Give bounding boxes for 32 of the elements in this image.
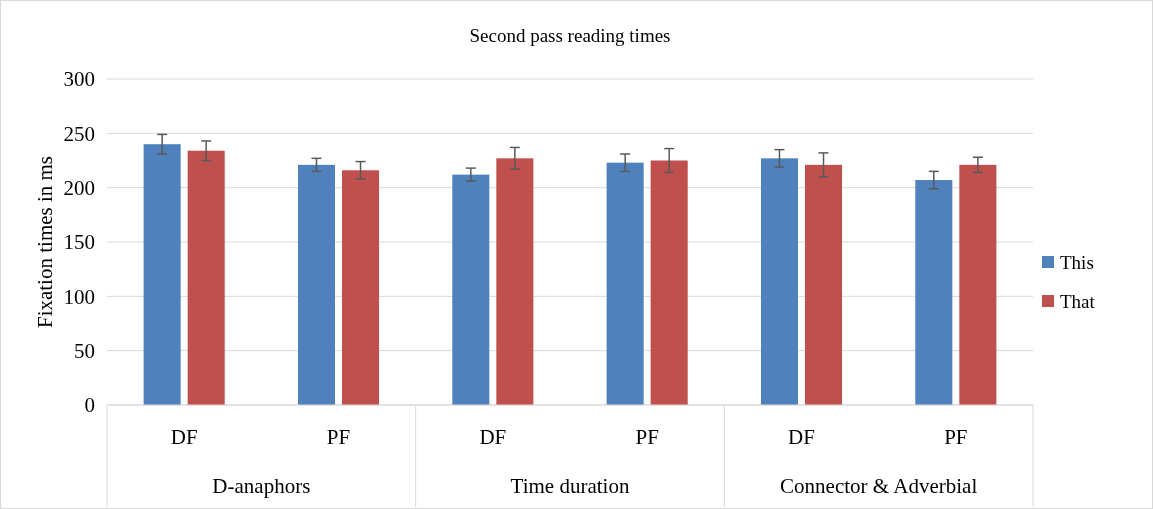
bar: [297, 164, 335, 405]
y-tick-label: 0: [84, 393, 95, 418]
y-tick-label: 200: [63, 176, 95, 201]
bar: [915, 180, 953, 405]
bar: [452, 174, 490, 405]
y-tick-label: 100: [63, 284, 95, 309]
bar: [805, 164, 843, 405]
bar: [959, 164, 997, 405]
text: Connector & Adverbial: [780, 474, 978, 498]
bar: [342, 170, 380, 405]
legend-label: That: [1060, 290, 1096, 312]
y-tick-label: 150: [63, 230, 95, 255]
x-tick-label: PF: [944, 425, 968, 449]
bar: [187, 150, 225, 405]
x-tick-label: DF: [788, 425, 815, 449]
x-tick-label: PF: [326, 425, 351, 449]
x-tick-label: PF: [635, 425, 659, 449]
bar: [606, 162, 644, 405]
bar: [496, 158, 534, 405]
text: D-anaphors: [212, 474, 311, 498]
y-tick-label: 50: [74, 339, 95, 364]
x-tick-label: DF: [170, 425, 198, 449]
bar: [650, 160, 688, 405]
legend-label: This: [1060, 251, 1094, 273]
y-tick-label: 250: [63, 121, 95, 146]
bar: [143, 144, 181, 405]
x-tick-label: DF: [479, 425, 507, 449]
bar: [760, 158, 798, 405]
chart-title: Second pass reading times: [469, 25, 671, 46]
y-tick-label: 300: [63, 67, 95, 92]
y-axis-title: Fixation times in ms: [33, 155, 57, 329]
text: Time duration: [510, 474, 630, 498]
